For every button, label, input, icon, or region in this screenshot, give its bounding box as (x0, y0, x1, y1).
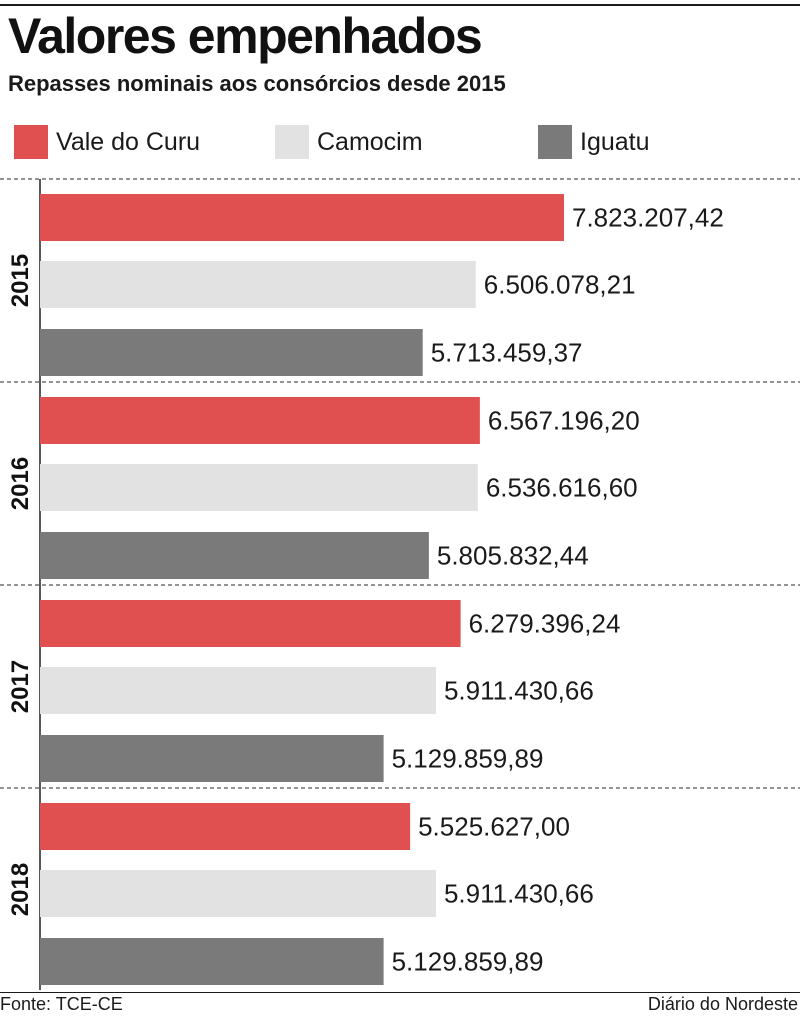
year-label-2018: 2018 (7, 863, 34, 916)
bar-iguatu-2017 (40, 735, 384, 782)
bar-iguatu-2018 (40, 938, 384, 985)
bar-vale-do-curu-2015 (40, 194, 564, 241)
value-label-vale-do-curu-2018: 5.525.627,00 (418, 812, 570, 842)
source-note: Fonte: TCE-CE (0, 994, 123, 1014)
footer-rule (0, 992, 800, 993)
legend-swatch-vale-do-curu (14, 125, 48, 159)
year-label-2015: 2015 (7, 254, 34, 307)
top-rule (0, 4, 800, 6)
year-label-2016: 2016 (7, 457, 34, 510)
value-label-vale-do-curu-2015: 7.823.207,42 (572, 203, 724, 233)
bar-camocim-2016 (40, 464, 478, 511)
bar-chart: 2015 7.823.207,42 6.506.078,21 5.713.459,37… (0, 178, 800, 990)
legend-swatch-iguatu (538, 125, 572, 159)
value-label-camocim-2018: 5.911.430,66 (444, 879, 594, 909)
legend-label-iguatu: Iguatu (580, 127, 650, 156)
value-label-camocim-2016: 6.536.616,60 (486, 473, 638, 503)
chart-title: Valores empenhados (8, 8, 483, 64)
value-label-camocim-2015: 6.506.078,21 (484, 270, 636, 300)
legend: Vale do Curu Camocim Iguatu (0, 122, 800, 162)
bar-camocim-2015 (40, 261, 476, 308)
bar-camocim-2017 (40, 667, 436, 714)
legend-swatch-camocim (275, 125, 309, 159)
bar-iguatu-2016 (40, 532, 429, 579)
publisher-credit: Diário do Nordeste (647, 994, 798, 1014)
value-label-vale-do-curu-2017: 6.279.396,24 (469, 609, 621, 639)
bar-vale-do-curu-2018 (40, 803, 411, 850)
value-label-vale-do-curu-2016: 6.567.196,20 (488, 406, 640, 436)
value-label-iguatu-2018: 5.129.859,89 (392, 947, 544, 977)
value-label-iguatu-2017: 5.129.859,89 (392, 744, 544, 774)
legend-label-vale-do-curu: Vale do Curu (56, 127, 201, 156)
bar-camocim-2018 (40, 870, 436, 917)
year-label-2017: 2017 (7, 660, 34, 713)
legend-label-camocim: Camocim (317, 127, 423, 156)
value-label-camocim-2017: 5.911.430,66 (444, 676, 594, 706)
bar-vale-do-curu-2016 (40, 397, 480, 444)
legend-item-iguatu: Iguatu (538, 122, 650, 162)
legend-item-camocim: Camocim (275, 122, 423, 162)
chart-subtitle: Repasses nominais aos consórcios desde 2… (8, 71, 506, 96)
bar-iguatu-2015 (40, 329, 423, 376)
bar-vale-do-curu-2017 (40, 600, 461, 647)
legend-item-vale-do-curu: Vale do Curu (14, 122, 200, 162)
value-label-iguatu-2015: 5.713.459,37 (431, 338, 583, 368)
value-label-iguatu-2016: 5.805.832,44 (437, 541, 589, 571)
